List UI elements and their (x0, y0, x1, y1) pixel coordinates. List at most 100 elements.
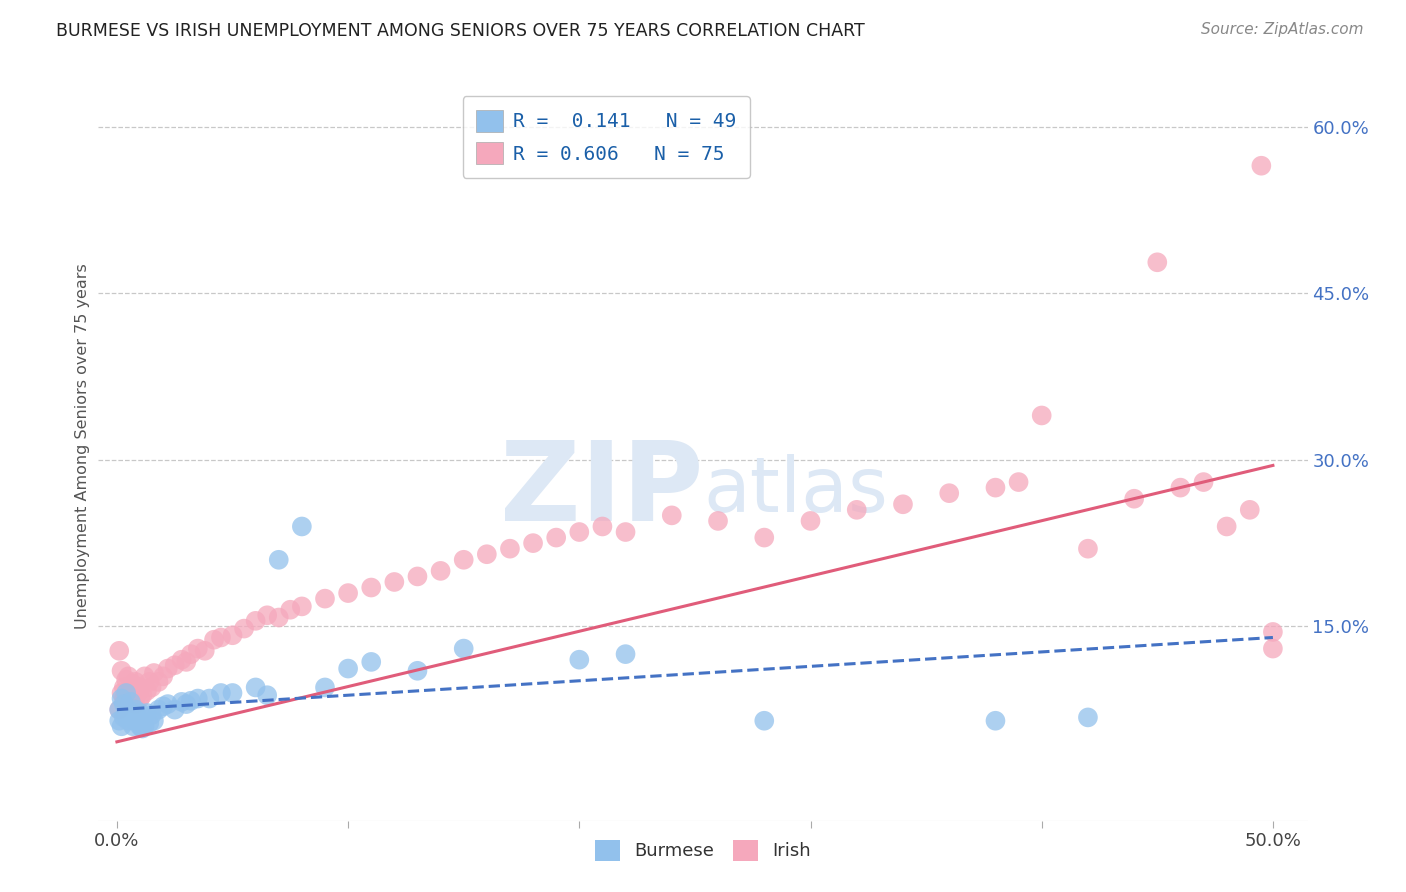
Point (112, 697, 135, 711)
Point (198, 691, 221, 706)
Point (891, 497, 914, 511)
Point (148, 674, 170, 689)
Point (152, 699, 174, 714)
Point (845, 503, 868, 517)
Point (136, 683, 159, 698)
Point (1239, 503, 1261, 517)
Point (278, 603, 301, 617)
Point (1146, 255, 1168, 269)
Point (499, 541, 522, 556)
Point (661, 508, 683, 523)
Point (360, 655, 382, 669)
Point (131, 722, 153, 736)
Point (156, 697, 179, 711)
Point (337, 586, 360, 600)
Point (707, 514, 730, 528)
Point (108, 644, 131, 658)
Point (938, 486, 960, 500)
Point (1123, 491, 1146, 506)
Point (129, 706, 152, 720)
Point (124, 697, 146, 711)
Point (568, 524, 591, 539)
Point (163, 703, 186, 717)
Point (180, 647, 202, 661)
Point (984, 481, 1007, 495)
Point (174, 655, 197, 669)
Point (453, 553, 475, 567)
Point (337, 662, 360, 676)
Point (108, 703, 131, 717)
Point (136, 706, 159, 720)
Point (568, 653, 591, 667)
Point (117, 669, 139, 683)
Point (360, 581, 382, 595)
Point (1250, 159, 1272, 173)
Point (117, 714, 139, 728)
Point (117, 703, 139, 717)
Point (1077, 541, 1099, 556)
Point (406, 664, 429, 678)
Point (115, 673, 138, 687)
Point (134, 719, 156, 733)
Point (614, 647, 637, 661)
Point (122, 719, 145, 733)
Point (1215, 519, 1237, 533)
Point (115, 708, 138, 723)
Point (233, 622, 256, 636)
Point (1077, 710, 1099, 724)
Point (124, 703, 146, 717)
Point (406, 569, 429, 583)
Point (112, 681, 135, 695)
Point (1031, 409, 1053, 423)
Point (256, 688, 278, 702)
Point (1261, 624, 1284, 639)
Text: Source: ZipAtlas.com: Source: ZipAtlas.com (1201, 22, 1364, 37)
Point (142, 665, 165, 680)
Legend: Burmese, Irish: Burmese, Irish (588, 832, 818, 868)
Point (131, 688, 153, 702)
Point (202, 632, 225, 647)
Text: BURMESE VS IRISH UNEMPLOYMENT AMONG SENIORS OVER 75 YEARS CORRELATION CHART: BURMESE VS IRISH UNEMPLOYMENT AMONG SENI… (56, 22, 865, 40)
Point (291, 519, 314, 533)
Point (475, 547, 498, 561)
Point (180, 694, 202, 708)
Point (221, 686, 243, 700)
Point (127, 710, 149, 724)
Point (110, 691, 132, 706)
Point (1261, 641, 1284, 656)
Point (382, 574, 405, 589)
Point (129, 691, 152, 706)
Text: atlas: atlas (703, 454, 887, 528)
Point (129, 681, 152, 695)
Point (170, 695, 193, 709)
Point (267, 610, 290, 624)
Point (984, 714, 1007, 728)
Point (112, 691, 135, 706)
Text: ZIP: ZIP (499, 437, 703, 544)
Point (156, 662, 179, 676)
Point (522, 536, 544, 550)
Y-axis label: Unemployment Among Seniors over 75 years: Unemployment Among Seniors over 75 years (75, 263, 90, 629)
Point (138, 674, 160, 689)
Point (174, 697, 197, 711)
Point (1170, 481, 1192, 495)
Point (245, 614, 267, 628)
Point (1007, 475, 1029, 489)
Point (142, 714, 165, 728)
Point (194, 644, 217, 658)
Point (754, 531, 776, 545)
Point (120, 706, 142, 720)
Point (117, 688, 139, 702)
Point (110, 719, 132, 733)
Point (127, 686, 149, 700)
Point (453, 641, 475, 656)
Point (108, 714, 131, 728)
Point (209, 686, 232, 700)
Point (148, 703, 170, 717)
Point (120, 695, 142, 709)
Point (152, 669, 174, 683)
Point (546, 531, 568, 545)
Point (170, 653, 193, 667)
Point (314, 591, 336, 606)
Point (267, 553, 290, 567)
